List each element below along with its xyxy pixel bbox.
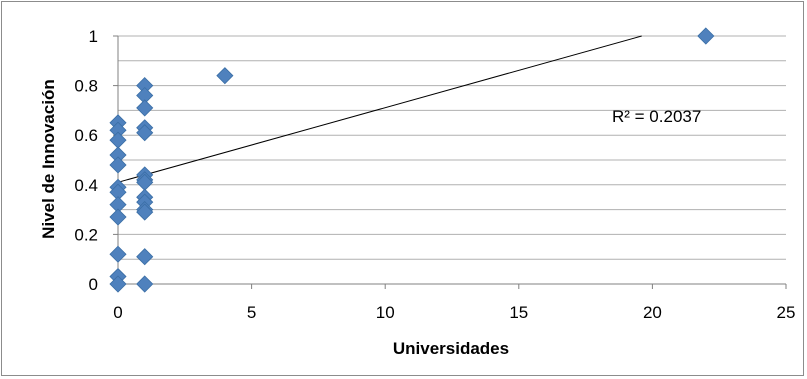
data-point	[109, 245, 127, 263]
data-point	[136, 275, 154, 293]
y-tick-label: 0.8	[74, 77, 98, 96]
data-point	[697, 27, 715, 45]
data-points	[109, 27, 715, 293]
data-point	[109, 131, 127, 149]
tick-labels: 00.20.40.60.810 5 10 15 20 25	[74, 27, 795, 322]
y-tick-label: 0.6	[74, 126, 98, 145]
y-tick-label: 1	[89, 27, 98, 46]
data-point	[216, 67, 234, 85]
y-tick-label: 0	[89, 275, 98, 294]
data-point	[109, 208, 127, 226]
trendline-group	[117, 35, 642, 183]
data-point	[136, 99, 154, 117]
x-tick-label: 15	[509, 303, 528, 322]
x-tick-label: 25	[777, 303, 796, 322]
data-point	[109, 156, 127, 174]
y-tick-label: 0.4	[74, 176, 98, 195]
data-point	[136, 203, 154, 221]
x-tick-label: 10	[376, 303, 395, 322]
data-point	[136, 248, 154, 266]
data-point	[136, 124, 154, 142]
x-axis-title: Universidades	[393, 339, 509, 358]
grid-lines	[118, 35, 786, 285]
axes	[113, 35, 787, 289]
trendline	[117, 35, 642, 183]
data-point	[109, 275, 127, 293]
y-axis-title: Nivel de Innovación	[39, 79, 58, 239]
r-squared-label: R² = 0.2037	[612, 107, 701, 126]
x-tick-label: 20	[643, 303, 662, 322]
x-tick-label: 0	[113, 303, 122, 322]
y-tick-label: 0.2	[74, 225, 98, 244]
x-tick-label: 5	[247, 303, 256, 322]
